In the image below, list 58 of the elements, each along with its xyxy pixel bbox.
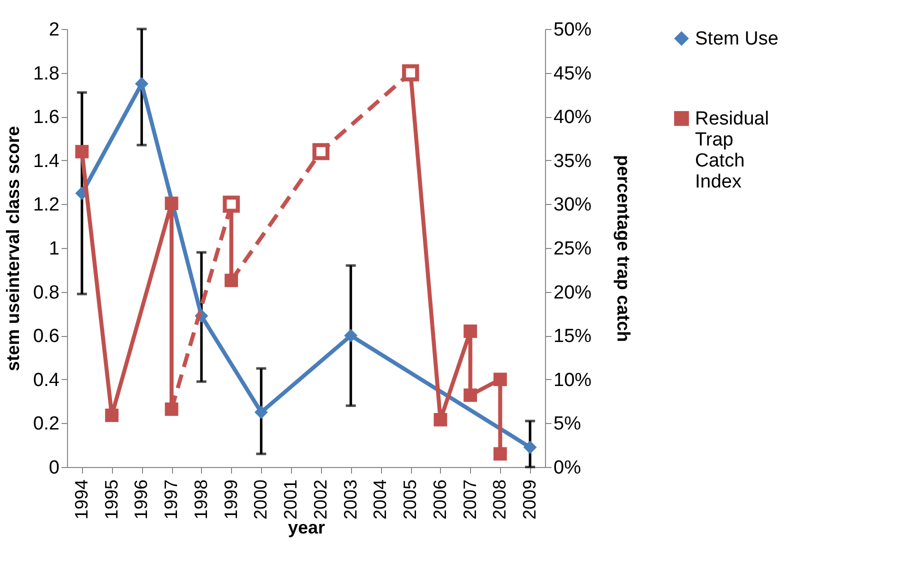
point [254,406,268,419]
point [75,144,89,158]
x-tick-label: 2002 [310,480,330,520]
x-axis-title: year [288,518,326,538]
x-tick-label: 1996 [131,480,152,520]
x-tick-label: 1998 [190,480,211,520]
x-tick-label: 2008 [490,480,510,520]
point [493,447,507,461]
y-tick-label: 0.4 [33,370,60,391]
point [134,77,148,90]
y-tick-label: 1 [48,238,60,260]
x-tick-label: 1999 [220,480,241,520]
point [464,324,478,338]
point [164,402,178,416]
point [493,372,507,386]
point [164,196,178,210]
legend-label: Stem Use [695,28,778,50]
y2-tick-label: 30% [554,194,592,216]
y-tick-label: 1.8 [33,63,60,84]
x-tick-label: 1995 [101,480,122,520]
point [224,274,238,288]
x-tick-label: 1997 [161,480,182,520]
x-tick-label: 2003 [340,480,360,520]
y2-tick-label: 0% [554,458,582,478]
y2-tick-label: 35% [554,150,592,172]
x-tick-label: 2001 [280,480,301,520]
point [523,440,537,454]
legend-label: Residual Trap Catch Index [695,108,769,192]
y-axis-title: stem useinterval class score [3,126,24,372]
x-tick-label: 2006 [430,480,450,520]
x-tick-label: 2007 [460,480,480,520]
y-tick-label: 0.8 [33,282,60,304]
x-tick-label: 2005 [400,480,420,520]
y2-tick-label: 15% [554,326,592,348]
y2-tick-label: 20% [554,282,592,304]
point [344,328,358,342]
y-tick-label: 0.2 [33,414,60,435]
x-tick-label: 2009 [520,480,540,520]
y2-tick-label: 40% [554,107,592,128]
y-tick-label: 0.6 [33,326,60,348]
point [312,143,330,160]
y2-tick-label: 25% [554,238,592,260]
point [434,412,448,426]
y2-tick-label: 5% [554,414,582,435]
x-tick-label: 1994 [71,480,92,520]
y2-tick-label: 45% [554,63,592,84]
y-tick-label: 2 [48,20,60,40]
x-tick-label: 2004 [370,480,390,520]
y-tick-label: 0 [48,458,60,478]
y2-tick-label: 50% [554,20,592,40]
point [105,408,119,422]
y2-axis-title: percentage trap catch [614,154,634,342]
x-tick-label: 2000 [250,480,271,520]
y-tick-label: 1.6 [33,107,60,128]
y2-tick-label: 10% [554,370,592,391]
point [464,388,478,402]
y-tick-label: 1.4 [33,150,60,172]
y-tick-label: 1.2 [33,194,60,216]
